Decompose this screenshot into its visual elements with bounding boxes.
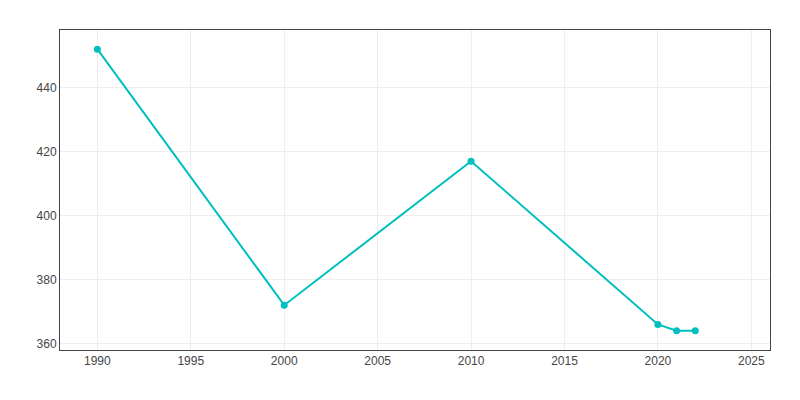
svg-text:380: 380 xyxy=(37,273,57,287)
svg-text:2000: 2000 xyxy=(271,354,298,368)
svg-text:400: 400 xyxy=(37,209,57,223)
svg-text:440: 440 xyxy=(37,81,57,95)
svg-text:2020: 2020 xyxy=(645,354,672,368)
svg-text:2025: 2025 xyxy=(738,354,765,368)
svg-text:2005: 2005 xyxy=(364,354,391,368)
svg-text:2015: 2015 xyxy=(551,354,578,368)
svg-text:420: 420 xyxy=(37,145,57,159)
svg-text:360: 360 xyxy=(37,337,57,351)
svg-text:1990: 1990 xyxy=(84,354,111,368)
svg-text:1995: 1995 xyxy=(177,354,204,368)
svg-text:2010: 2010 xyxy=(458,354,485,368)
